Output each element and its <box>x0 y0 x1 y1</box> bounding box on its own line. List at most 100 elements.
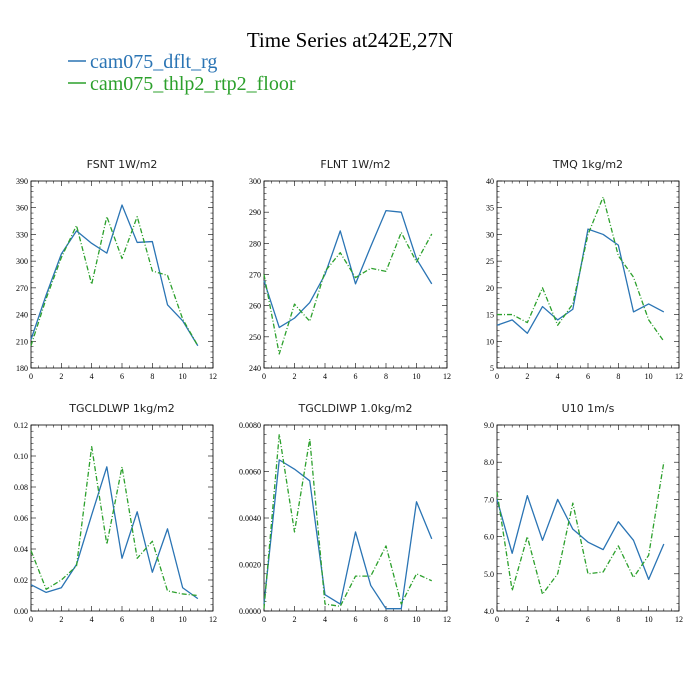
panel-title: TGCLDLWP 1kg/m2 <box>68 402 174 415</box>
y-tick-label: 0.06 <box>14 514 28 523</box>
y-tick-label: 7.0 <box>484 495 494 504</box>
x-tick-label: 0 <box>262 372 266 381</box>
x-tick-label: 0 <box>495 615 499 624</box>
x-tick-label: 6 <box>586 615 590 624</box>
x-tick-label: 10 <box>179 615 187 624</box>
panel-title: FLNT 1W/m2 <box>320 158 390 171</box>
chart-title: Time Series at242E,27N <box>247 28 453 52</box>
x-tick-label: 2 <box>293 615 297 624</box>
x-tick-label: 2 <box>59 372 63 381</box>
series-line-2 <box>30 215 199 347</box>
x-tick-label: 8 <box>616 372 620 381</box>
y-tick-label: 10 <box>486 337 494 346</box>
x-tick-label: 4 <box>323 372 327 381</box>
panel-title: U10 1m/s <box>562 402 615 415</box>
x-tick-label: 4 <box>323 615 327 624</box>
plot-frame <box>30 180 214 369</box>
series-line-2 <box>263 433 433 609</box>
x-tick-label: 0 <box>29 615 33 624</box>
x-tick-label: 10 <box>179 372 187 381</box>
plot-frame <box>263 180 448 369</box>
y-tick-label: 280 <box>249 239 261 248</box>
y-tick-label: 240 <box>16 311 28 320</box>
x-tick-label: 6 <box>586 372 590 381</box>
x-tick-label: 12 <box>209 615 217 624</box>
series-line-1 <box>30 466 199 600</box>
panel-6: U10 1m/s 0 2 4 6 8 10 12 4.0 5.0 6.0 7.0 8.0 9.0 <box>484 402 683 624</box>
y-tick-label: 0.0020 <box>239 561 261 570</box>
x-tick-label: 2 <box>59 615 63 624</box>
x-tick-label: 12 <box>209 372 217 381</box>
plot-frame <box>496 180 680 369</box>
panel-1: FSNT 1W/m2 0 2 4 6 8 10 12 180 210 240 270 300 330 360… <box>16 158 217 381</box>
y-tick-label: 0.02 <box>14 576 28 585</box>
x-tick-label: 2 <box>525 615 529 624</box>
series-line-1 <box>30 204 199 347</box>
y-tick-label: 30 <box>486 230 494 239</box>
series-line-2 <box>263 231 433 355</box>
y-tick-label: 330 <box>16 230 28 239</box>
series-line-1 <box>263 209 433 329</box>
panel-title: TGCLDIWP 1.0kg/m2 <box>297 402 412 415</box>
x-tick-label: 10 <box>413 615 421 624</box>
x-tick-label: 12 <box>675 615 683 624</box>
panel-2: FLNT 1W/m2 0 2 4 6 8 10 12 240 250 260 270 280 290 300 <box>249 158 451 381</box>
y-tick-label: 360 <box>16 204 28 213</box>
y-tick-label: 390 <box>16 177 28 186</box>
y-tick-label: 4.0 <box>484 607 494 616</box>
x-tick-label: 6 <box>120 372 124 381</box>
series-line-2 <box>497 196 665 342</box>
y-tick-label: 35 <box>486 204 494 213</box>
y-tick-label: 270 <box>16 284 28 293</box>
x-tick-label: 12 <box>443 372 451 381</box>
panel-title: TMQ 1kg/m2 <box>552 158 623 171</box>
x-tick-label: 0 <box>29 372 33 381</box>
x-tick-label: 2 <box>293 372 297 381</box>
x-tick-label: 12 <box>443 615 451 624</box>
plot-frame <box>30 424 214 612</box>
panel-4: TGCLDLWP 1kg/m2 0 2 4 6 8 10 12 0.00 0.02 0.04 0.06… <box>14 402 217 624</box>
legend-label-series-2: cam075_thlp2_rtp2_floor <box>90 73 296 95</box>
legend-label-series-1: cam075_dflt_rg <box>90 51 217 73</box>
x-tick-label: 8 <box>150 372 154 381</box>
y-tick-label: 240 <box>249 364 261 373</box>
x-tick-label: 0 <box>262 615 266 624</box>
y-tick-label: 0.12 <box>14 421 28 430</box>
y-tick-label: 250 <box>249 333 261 342</box>
y-tick-label: 0.0000 <box>239 607 261 616</box>
y-tick-label: 15 <box>486 311 494 320</box>
y-tick-label: 5 <box>490 364 494 373</box>
y-tick-label: 0.08 <box>14 483 28 492</box>
x-tick-label: 6 <box>120 615 124 624</box>
y-tick-label: 260 <box>249 302 261 311</box>
series-line-1 <box>263 459 433 610</box>
x-tick-label: 8 <box>384 372 388 381</box>
panel-title: FSNT 1W/m2 <box>87 158 158 171</box>
series-line-2 <box>30 446 198 597</box>
x-tick-label: 4 <box>556 615 560 624</box>
series-line-2 <box>496 462 665 595</box>
x-tick-label: 6 <box>354 372 358 381</box>
x-tick-label: 10 <box>645 615 653 624</box>
y-tick-label: 0.10 <box>14 452 28 461</box>
y-tick-label: 6.0 <box>484 533 494 542</box>
y-tick-label: 0.0040 <box>239 514 261 523</box>
y-tick-label: 0.0080 <box>239 421 261 430</box>
x-tick-label: 10 <box>413 372 421 381</box>
x-tick-label: 2 <box>525 372 529 381</box>
y-tick-label: 9.0 <box>484 421 494 430</box>
plot-frame <box>496 424 680 612</box>
series-line-1 <box>496 228 665 334</box>
y-tick-label: 40 <box>486 177 494 186</box>
x-tick-label: 10 <box>645 372 653 381</box>
x-tick-label: 12 <box>675 372 683 381</box>
x-tick-label: 6 <box>354 615 358 624</box>
y-tick-label: 25 <box>486 257 494 266</box>
x-tick-label: 4 <box>90 615 94 624</box>
y-tick-label: 0.04 <box>14 545 28 554</box>
y-tick-label: 0.00 <box>14 607 28 616</box>
y-tick-label: 20 <box>486 284 494 293</box>
y-tick-label: 300 <box>249 177 261 186</box>
y-tick-label: 180 <box>16 364 28 373</box>
y-tick-label: 270 <box>249 271 261 280</box>
